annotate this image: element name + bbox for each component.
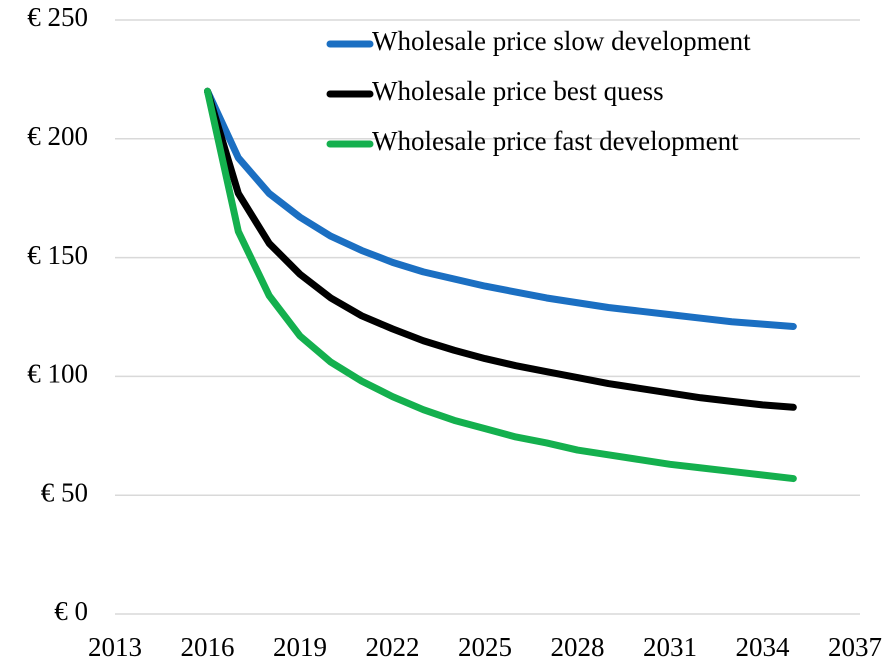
legend-label: Wholesale price fast development	[372, 126, 739, 156]
x-tick-label: 2019	[273, 632, 327, 662]
y-tick-label: € 100	[27, 359, 88, 389]
y-tick-label: € 50	[41, 477, 88, 507]
x-tick-label: 2031	[643, 632, 697, 662]
series-line	[204, 87, 797, 411]
legend-label: Wholesale price slow development	[372, 26, 751, 56]
x-tick-label: 2022	[366, 632, 420, 662]
x-tick-label: 2034	[736, 632, 791, 662]
x-tick-label: 2037	[828, 632, 882, 662]
y-tick-label: € 0	[54, 596, 88, 626]
legend-label: Wholesale price best quess	[372, 76, 664, 106]
x-tick-label: 2025	[458, 632, 512, 662]
series-line	[204, 87, 797, 483]
x-tick-label: 2028	[551, 632, 605, 662]
y-tick-label: € 250	[27, 2, 88, 32]
y-tick-label: € 150	[27, 240, 88, 270]
x-tick-label: 2016	[181, 632, 235, 662]
x-tick-label: 2013	[88, 632, 142, 662]
series-line	[204, 87, 797, 331]
y-tick-label: € 200	[27, 121, 88, 151]
